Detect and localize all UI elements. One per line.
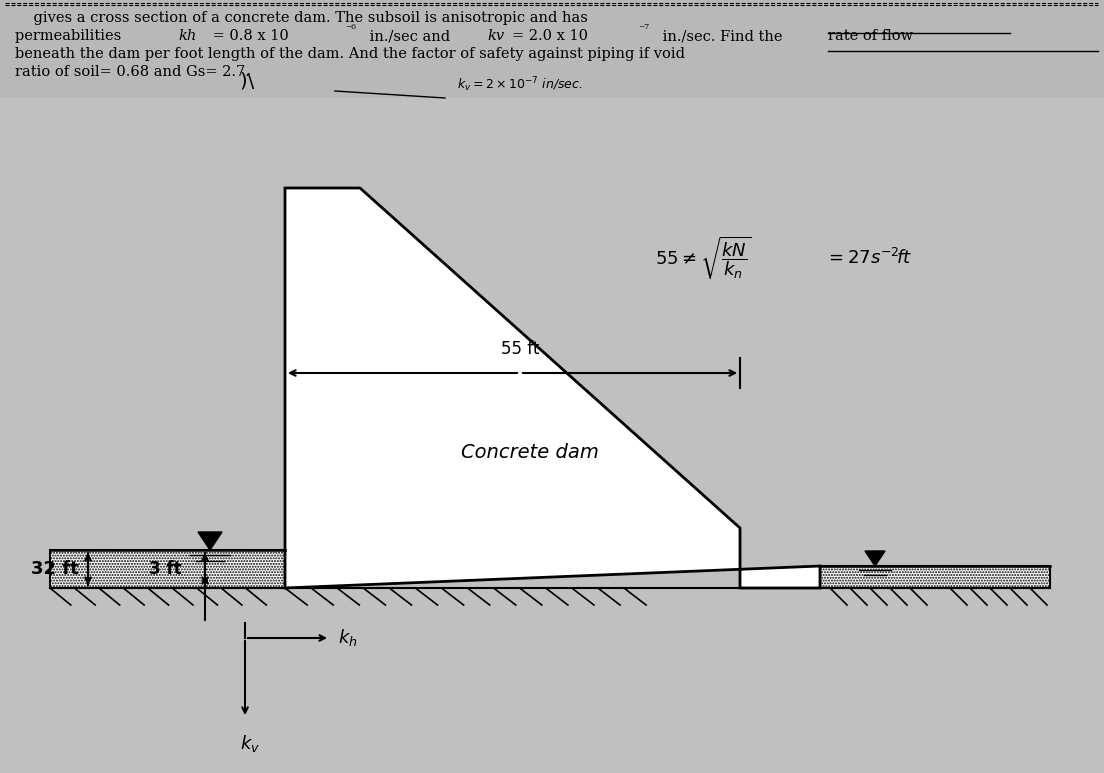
Text: = 0.8 x 10: = 0.8 x 10 — [208, 29, 289, 43]
Text: 32 ft: 32 ft — [31, 560, 78, 578]
Text: )\: )\ — [240, 71, 261, 90]
Polygon shape — [285, 188, 820, 588]
Text: $k_h$: $k_h$ — [338, 628, 358, 649]
Text: kv: kv — [487, 29, 505, 43]
Text: in./sec and: in./sec and — [365, 29, 455, 43]
Text: kh: kh — [178, 29, 197, 43]
Polygon shape — [866, 551, 885, 566]
Text: rate of flow: rate of flow — [828, 29, 913, 43]
Text: ratio of soil= 0.68 and Gs= 2.7.: ratio of soil= 0.68 and Gs= 2.7. — [15, 65, 250, 79]
Text: gives a cross section of a concrete dam. The subsoil is anisotropic and has: gives a cross section of a concrete dam.… — [15, 11, 587, 25]
Text: 55 ft: 55 ft — [501, 340, 539, 358]
Text: permeabilities: permeabilities — [15, 29, 126, 43]
Text: in./sec. Find the: in./sec. Find the — [658, 29, 787, 43]
Text: ⁻⁷: ⁻⁷ — [638, 23, 649, 36]
Text: = 2.0 x 10: = 2.0 x 10 — [512, 29, 588, 43]
Text: $55\neq\sqrt{\dfrac{kN}{k_n}}$: $55\neq\sqrt{\dfrac{kN}{k_n}}$ — [655, 234, 752, 281]
Text: 3 ft: 3 ft — [149, 560, 181, 578]
Text: beneath the dam per foot length of the dam. And the factor of safety against pip: beneath the dam per foot length of the d… — [15, 47, 684, 61]
Text: $= 27s^{-2}\!ft$: $= 27s^{-2}\!ft$ — [825, 248, 912, 268]
Text: $k_{v} = 2\times10^{-7}$ in/sec.: $k_{v} = 2\times10^{-7}$ in/sec. — [457, 76, 583, 94]
Text: ⁻⁶: ⁻⁶ — [346, 23, 355, 36]
Text: Concrete dam: Concrete dam — [461, 444, 599, 462]
Polygon shape — [0, 98, 1104, 773]
Polygon shape — [820, 566, 1050, 588]
Polygon shape — [50, 550, 285, 588]
Text: $k_v$: $k_v$ — [240, 733, 261, 754]
Polygon shape — [198, 532, 222, 550]
